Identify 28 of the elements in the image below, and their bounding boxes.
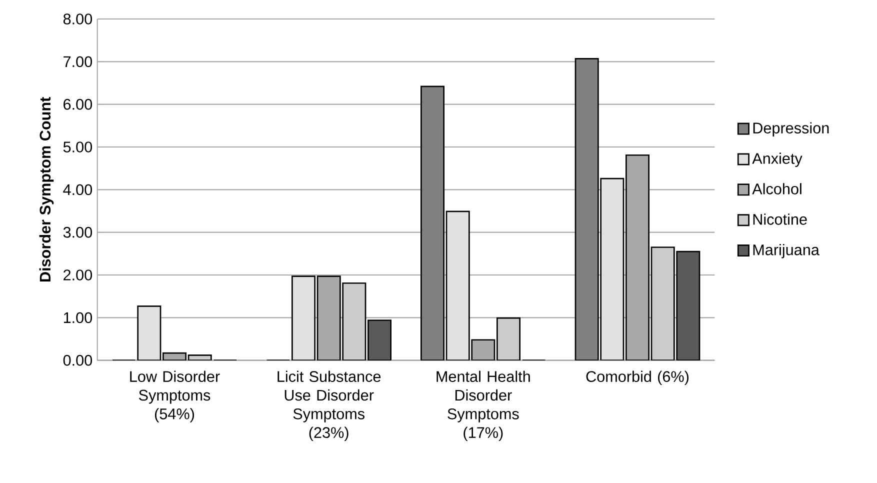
legend-label: Alcohol — [752, 183, 802, 194]
bar — [420, 86, 445, 360]
bar — [446, 210, 470, 360]
bar — [676, 250, 700, 360]
y-tick-label: 2.00 — [64, 270, 92, 280]
x-tick-label: Licit Substance Use Disorder Symptoms (23%) — [278, 370, 381, 442]
y-tick-label: 4.00 — [63, 184, 92, 196]
legend-label: Marijuana — [753, 244, 820, 258]
y-tick-label: 5.00 — [63, 142, 92, 152]
y-tick-label: 7.00 — [64, 56, 92, 68]
x-tick-label: Comorbid (6%) — [586, 370, 689, 386]
bar — [342, 282, 366, 360]
x-tick-label: Low Disorder Symptoms (54%) — [130, 370, 220, 422]
bar — [600, 178, 624, 360]
bar — [292, 276, 316, 360]
y-tick-label: 6.00 — [64, 98, 92, 110]
bar — [574, 58, 599, 360]
bar — [137, 305, 162, 360]
bar — [650, 246, 675, 360]
legend-label: Depression — [753, 122, 829, 137]
y-tick-label: 8.00 — [63, 14, 92, 24]
legend-label: Anxiety — [752, 152, 802, 167]
legend-label: Nicotine — [753, 214, 807, 225]
y-tick-label: 0.00 — [63, 354, 92, 366]
y-tick-label: 3.00 — [63, 226, 92, 238]
y-tick-label: 1.00 — [64, 312, 92, 324]
y-axis-title: Disorder Symptom Count — [39, 97, 54, 282]
x-tick-label: Mental Health Disorder Symptoms (17%) — [436, 370, 530, 442]
